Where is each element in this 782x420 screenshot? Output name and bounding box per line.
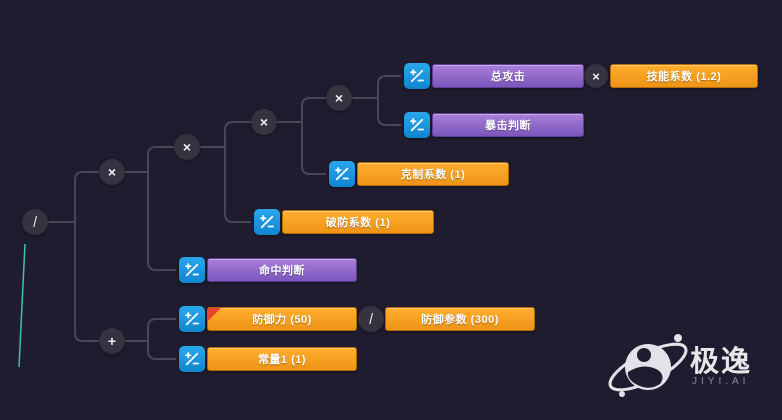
node-defense-param[interactable]: 防御参数 (300): [385, 307, 535, 331]
add-glyph: +: [107, 333, 117, 349]
plus-slash-minus-icon[interactable]: [404, 112, 430, 138]
divide-glyph: /: [33, 213, 37, 231]
node-break-coef[interactable]: 破防系数 (1): [282, 210, 434, 234]
multiply-glyph: ×: [592, 68, 600, 84]
operator-multiply-3[interactable]: ×: [251, 109, 277, 135]
node-defense[interactable]: 防御力 (50): [207, 307, 357, 331]
operator-multiply-2[interactable]: ×: [174, 134, 200, 160]
plus-slash-minus-icon[interactable]: [179, 346, 205, 372]
brand-name: 极逸: [690, 346, 753, 378]
node-label: 破防系数 (1): [325, 217, 391, 229]
brand-subtitle: JIYI.AI: [692, 376, 750, 387]
node-label: 命中判断: [259, 265, 305, 277]
node-label: 暴击判断: [485, 120, 531, 132]
operator-divide-defense[interactable]: /: [358, 306, 384, 332]
multiply-glyph: ×: [182, 139, 192, 155]
node-constant1[interactable]: 常量1 (1): [207, 347, 357, 371]
node-label: 克制系数 (1): [400, 169, 466, 181]
operator-add-1[interactable]: +: [99, 328, 125, 354]
plus-slash-minus-icon[interactable]: [404, 63, 430, 89]
node-counter-coef[interactable]: 克制系数 (1): [357, 162, 509, 186]
pending-connection-line: [18, 243, 26, 368]
node-label: 防御力 (50): [252, 314, 312, 326]
plus-slash-minus-icon[interactable]: [179, 306, 205, 332]
plus-slash-minus-icon[interactable]: [254, 209, 280, 235]
plus-slash-minus-icon[interactable]: [179, 257, 205, 283]
operator-multiply-skill[interactable]: ×: [584, 64, 608, 88]
node-skill-coef[interactable]: 技能系数 (1.2): [610, 64, 758, 88]
operator-multiply-4[interactable]: ×: [326, 85, 352, 111]
operator-multiply-1[interactable]: ×: [99, 159, 125, 185]
node-label: 总攻击: [490, 71, 526, 83]
jiyi-watermark: 极逸 JIYI.AI: [602, 320, 772, 412]
node-label: 防御参数 (300): [421, 314, 499, 326]
multiply-glyph: ×: [334, 90, 344, 106]
plus-slash-minus-icon[interactable]: [329, 161, 355, 187]
node-label: 常量1 (1): [257, 354, 307, 366]
node-total-attack[interactable]: 总攻击: [432, 64, 584, 88]
divide-glyph: /: [369, 310, 373, 328]
node-hit-judge[interactable]: 命中判断: [207, 258, 357, 282]
operator-divide-root[interactable]: /: [22, 209, 48, 235]
multiply-glyph: ×: [107, 164, 117, 180]
node-label: 技能系数 (1.2): [646, 71, 722, 83]
node-crit-judge[interactable]: 暴击判断: [432, 113, 584, 137]
planet-logo-icon: [608, 334, 688, 397]
multiply-glyph: ×: [259, 114, 269, 130]
